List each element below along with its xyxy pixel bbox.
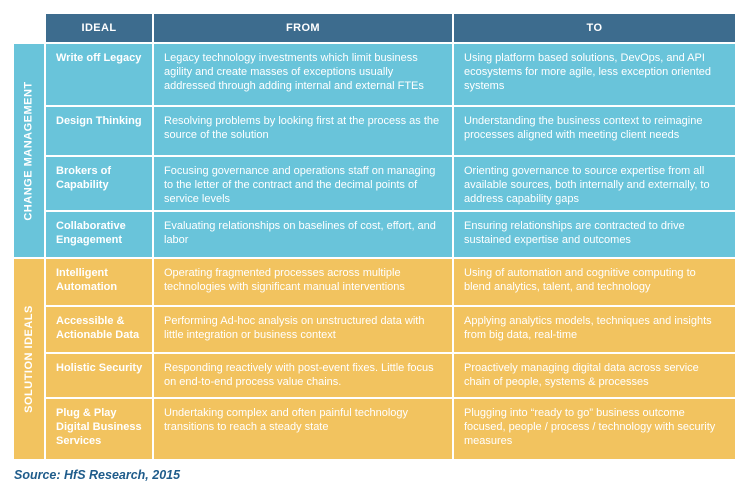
to-cell-plug-play-digital-business-services: Plugging into “ready to go” business out… [454,399,735,459]
column-header-ideal: IDEAL [46,14,152,42]
ideal-cell-accessible-actionable-data: Accessible & Actionable Data [46,307,152,352]
to-cell-intelligent-automation: Using of automation and cognitive comput… [454,259,735,305]
to-cell-brokers-of-capability: Orienting governance to source expertise… [454,157,735,210]
to-cell-accessible-actionable-data: Applying analytics models, techniques an… [454,307,735,352]
to-cell-holistic-security: Proactively managing digital data across… [454,354,735,397]
from-cell-intelligent-automation: Operating fragmented processes across mu… [154,259,452,305]
ideal-cell-holistic-security: Holistic Security [46,354,152,397]
section-label-text: SOLUTION IDEALS [23,305,36,413]
ideals-matrix-table: IDEAL FROM TO CHANGE MANAGEMENT Write of… [14,14,735,459]
from-cell-holistic-security: Responding reactively with post-event fi… [154,354,452,397]
section-label-solution-ideals: SOLUTION IDEALS [14,259,44,459]
ideal-cell-brokers-of-capability: Brokers of Capability [46,157,152,210]
ideal-cell-design-thinking: Design Thinking [46,107,152,155]
to-cell-design-thinking: Understanding the business context to re… [454,107,735,155]
header-spacer [14,14,44,42]
ideal-cell-write-off-legacy: Write off Legacy [46,44,152,105]
from-cell-brokers-of-capability: Focusing governance and operations staff… [154,157,452,210]
to-cell-write-off-legacy: Using platform based solutions, DevOps, … [454,44,735,105]
ideal-cell-intelligent-automation: Intelligent Automation [46,259,152,305]
column-header-to: TO [454,14,735,42]
column-header-from: FROM [154,14,452,42]
source-attribution: Source: HfS Research, 2015 [14,468,181,482]
section-label-change-management: CHANGE MANAGEMENT [14,44,44,257]
section-label-text: CHANGE MANAGEMENT [23,80,35,221]
from-cell-plug-play-digital-business-services: Undertaking complex and often painful te… [154,399,452,459]
to-cell-collaborative-engagement: Ensuring relationships are contracted to… [454,212,735,257]
from-cell-accessible-actionable-data: Performing Ad-hoc analysis on unstructur… [154,307,452,352]
ideal-cell-plug-play-digital-business-services: Plug & Play Digital Business Services [46,399,152,459]
from-cell-design-thinking: Resolving problems by looking first at t… [154,107,452,155]
ideal-cell-collaborative-engagement: Collaborative Engagement [46,212,152,257]
from-cell-write-off-legacy: Legacy technology investments which limi… [154,44,452,105]
from-cell-collaborative-engagement: Evaluating relationships on baselines of… [154,212,452,257]
